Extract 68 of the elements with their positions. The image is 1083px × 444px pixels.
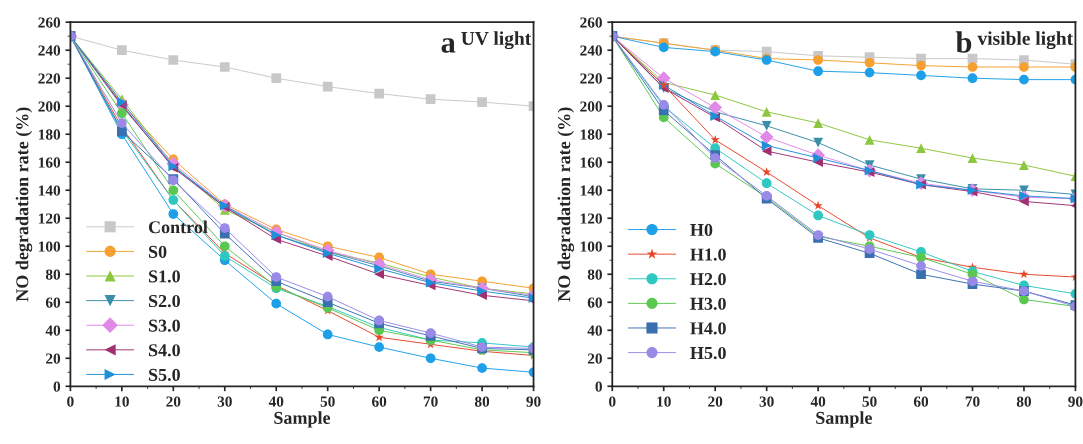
x-tick-label: 60 — [372, 396, 387, 407]
y-tick-label: 40 — [587, 325, 602, 336]
y-tick-label: 140 — [38, 185, 61, 196]
y-tick-label: 100 — [38, 241, 61, 252]
y-tick-label: 120 — [580, 213, 602, 224]
legend-label: H1.0 — [690, 248, 726, 261]
annotation: b — [955, 31, 972, 53]
y-tick-label: 160 — [38, 157, 61, 168]
y-axis-title: NO degradation rate (%) — [557, 107, 575, 302]
y-tick-label: 140 — [580, 185, 602, 196]
y-tick-label: 60 — [587, 297, 602, 308]
x-tick-label: 60 — [913, 396, 929, 407]
x-tick-label: 20 — [166, 396, 181, 407]
x-tick-label: 40 — [810, 396, 826, 407]
x-tick-label: 50 — [320, 396, 335, 407]
legend-label: S2.0 — [149, 294, 180, 308]
legend-label: H3.0 — [690, 297, 726, 310]
y-tick-label: 200 — [38, 101, 61, 112]
y-axis-title: NO degradation rate (%) — [15, 107, 33, 302]
y-tick-label: 80 — [587, 269, 602, 280]
x-tick-label: 10 — [657, 396, 671, 407]
x-axis-title: Sample — [274, 411, 331, 428]
x-tick-label: 20 — [708, 396, 723, 407]
x-tick-label: 0 — [609, 396, 616, 407]
y-tick-label: 80 — [45, 269, 61, 280]
chart-title: UV light — [461, 31, 532, 50]
x-axis-title: Sample — [816, 411, 872, 428]
y-tick-label: 20 — [587, 353, 602, 364]
y-tick-label: 200 — [580, 101, 602, 112]
x-tick-label: 90 — [526, 396, 541, 407]
y-tick-label: 260 — [580, 17, 602, 28]
annotation: a — [441, 38, 456, 53]
legend-label: S1.0 — [149, 270, 180, 283]
legend-label: S3.0 — [149, 319, 180, 332]
x-tick-label: 90 — [1068, 396, 1083, 407]
y-tick-label: 220 — [38, 73, 61, 84]
y-tick-label: 40 — [45, 325, 61, 336]
x-tick-label: 80 — [474, 396, 490, 407]
y-tick-label: 260 — [38, 17, 61, 28]
y-tick-label: 240 — [580, 45, 602, 56]
y-tick-label: 120 — [38, 213, 61, 224]
y-tick-label: 100 — [580, 241, 602, 252]
y-tick-label: 220 — [580, 73, 602, 84]
legend-label: S4.0 — [149, 344, 180, 357]
legend-label: S5.0 — [149, 368, 180, 382]
y-tick-label: 60 — [45, 297, 61, 308]
x-tick-label: 70 — [965, 396, 980, 407]
y-tick-label: 160 — [580, 157, 602, 168]
legend-label: H4.0 — [690, 322, 726, 335]
legend-label: S0 — [149, 245, 167, 258]
legend-label: H2.0 — [690, 273, 726, 286]
y-tick-label: 0 — [53, 381, 61, 392]
legend-label: H0 — [690, 223, 713, 237]
x-tick-label: 70 — [423, 396, 438, 407]
x-tick-label: 30 — [759, 396, 774, 407]
y-tick-label: 240 — [38, 45, 61, 56]
x-tick-label: 30 — [217, 396, 232, 407]
x-tick-label: 10 — [115, 396, 129, 407]
chart-title: visible light — [977, 31, 1074, 50]
legend-label: H5.0 — [690, 346, 726, 360]
y-tick-label: 0 — [595, 381, 602, 392]
y-tick-label: 180 — [580, 129, 602, 140]
y-tick-label: 20 — [46, 353, 61, 364]
x-tick-label: 80 — [1016, 396, 1032, 407]
x-tick-label: 40 — [268, 396, 284, 407]
x-tick-label: 0 — [67, 396, 74, 407]
y-tick-label: 180 — [38, 129, 61, 140]
x-tick-label: 50 — [862, 396, 877, 407]
